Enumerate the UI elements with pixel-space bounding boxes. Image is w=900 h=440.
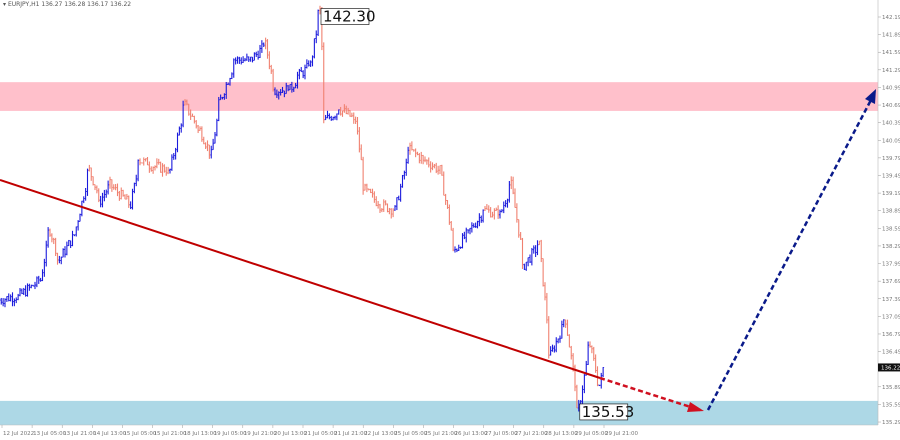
y-tick-label: 139.79: [882, 156, 900, 162]
y-tick-label: 141.29: [882, 68, 900, 74]
x-tick-label: 25 Jul 05:00: [394, 431, 427, 437]
arrowhead-up: [865, 89, 876, 104]
x-tick-label: 18 Jul 13:00: [184, 431, 217, 437]
support-zone: [0, 400, 878, 425]
y-tick-label: 135.59: [882, 402, 900, 408]
trend-line: [0, 179, 601, 379]
symbol-label: EURJPY,H1: [7, 1, 40, 8]
y-tick-label: 135.29: [882, 420, 900, 426]
price-label: 142.30: [323, 8, 376, 26]
x-tick-label: 28 Jul 13:00: [545, 431, 578, 437]
x-tick-label: 29 Jul 21:00: [605, 431, 638, 437]
x-tick-label: 19 Jul 21:00: [244, 431, 277, 437]
projection-down-arrow: [599, 376, 701, 412]
x-tick-label: 13 Jul 05:00: [33, 431, 66, 437]
current-price-marker: [878, 363, 900, 372]
price-label-box: [320, 8, 370, 25]
y-tick-label: 138.29: [882, 244, 900, 250]
price-bars: [0, 5, 605, 412]
x-tick-label: 12 Jul 2022: [3, 431, 34, 437]
y-tick-label: 138.89: [882, 209, 900, 215]
dropdown-triangle-icon[interactable]: ▾: [3, 1, 7, 8]
y-tick-label: 138.59: [882, 226, 900, 232]
x-tick-label: 25 Jul 21:00: [424, 431, 457, 437]
chart-header: ▾ EURJPY,H1 136.27 136.28 136.17 136.22: [3, 1, 131, 8]
y-tick-label: 140.99: [882, 85, 900, 91]
y-tick-label: 140.39: [882, 121, 900, 127]
x-tick-label: 15 Jul 05:00: [123, 431, 156, 437]
y-tick-label: 135.89: [882, 385, 900, 391]
y-tick-label: 141.59: [882, 50, 900, 56]
y-tick-label: 139.19: [882, 191, 900, 197]
y-tick-label: 140.09: [882, 138, 900, 144]
x-tick-label: 29 Jul 05:00: [575, 431, 608, 437]
x-tick-label: 27 Jul 21:00: [515, 431, 548, 437]
current-price-label: 136.22: [881, 365, 900, 371]
resistance-zone: [0, 82, 878, 111]
y-tick-label: 137.69: [882, 279, 900, 285]
price-label: 135.53: [582, 403, 635, 421]
y-tick-label: 137.99: [882, 262, 900, 268]
projection-up-arrow: [706, 97, 874, 411]
price-axis: 142.19 141.89 141.59 141.29 140.99 140.69 140.…: [878, 15, 900, 426]
y-tick-label: 136.49: [882, 350, 900, 356]
y-tick-label: 137.09: [882, 314, 900, 320]
price-label-box: [579, 403, 629, 421]
x-tick-label: 21 Jul 05:00: [304, 431, 337, 437]
y-tick-label: 137.39: [882, 297, 900, 303]
x-tick-label: 21 Jul 21:00: [334, 431, 367, 437]
x-tick-label: 15 Jul 21:00: [154, 431, 187, 437]
y-tick-label: 141.89: [882, 33, 900, 39]
y-tick-label: 136.79: [882, 332, 900, 338]
quote-values: 136.27 136.28 136.17 136.22: [41, 1, 132, 8]
y-tick-label: 140.69: [882, 103, 900, 109]
x-tick-label: 13 Jul 21:00: [63, 431, 96, 437]
x-tick-label: 20 Jul 13:00: [274, 431, 307, 437]
y-tick-label: 142.19: [882, 15, 900, 21]
x-tick-label: 14 Jul 13:00: [93, 431, 126, 437]
x-tick-label: 19 Jul 05:00: [214, 431, 247, 437]
x-tick-label: 27 Jul 05:00: [485, 431, 518, 437]
y-tick-label: 139.49: [882, 173, 900, 179]
x-tick-label: 22 Jul 13:00: [364, 431, 397, 437]
x-tick-label: 26 Jul 13:00: [455, 431, 488, 437]
arrowhead-down: [687, 402, 704, 412]
